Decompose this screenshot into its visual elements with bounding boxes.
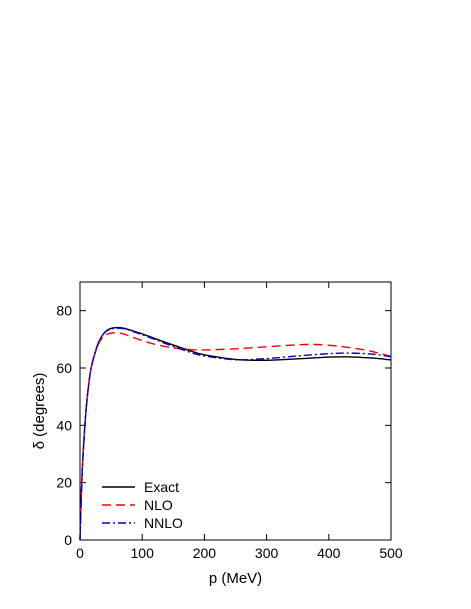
y-tick-label: 60	[56, 360, 72, 376]
legend: Exact NLO NNLO	[102, 479, 183, 531]
x-tick-label: 0	[76, 545, 84, 561]
x-tick-label: 500	[379, 545, 403, 561]
series-line-nlo	[79, 331, 392, 541]
legend-label-nlo: NLO	[144, 497, 173, 513]
legend-label-nnlo: NNLO	[144, 515, 183, 531]
x-tick-label: 100	[131, 545, 155, 561]
series-layer	[79, 326, 392, 541]
legend-label-exact: Exact	[144, 479, 179, 495]
x-tick-label: 200	[193, 545, 217, 561]
y-axis-label: δ (degrees)	[31, 373, 48, 450]
axis-ticks: 0 100 200 300 400 500 0 20 40 60 80	[56, 282, 403, 561]
x-tick-label: 400	[317, 545, 341, 561]
y-tick-label: 0	[64, 532, 72, 548]
plot-area-frame	[79, 281, 392, 541]
y-tick-label: 40	[56, 417, 72, 433]
x-tick-label: 300	[255, 545, 279, 561]
y-tick-label: 80	[56, 303, 72, 319]
x-axis-label: p (MeV)	[209, 570, 262, 587]
y-tick-label: 20	[56, 475, 72, 491]
series-line-nnlo	[79, 327, 392, 541]
